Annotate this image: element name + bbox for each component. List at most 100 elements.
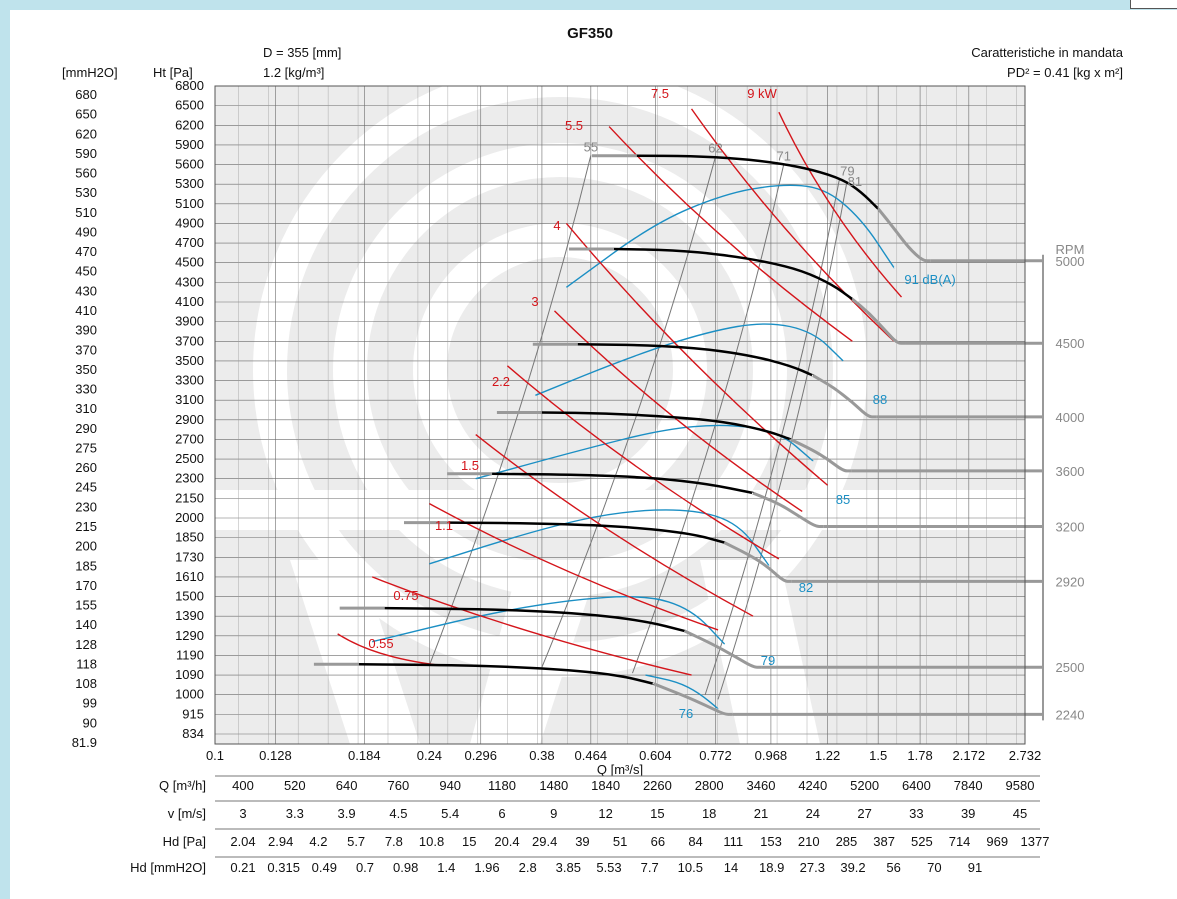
- table-cell: 3.85: [556, 860, 581, 875]
- table-cell: 1480: [539, 778, 568, 793]
- pa-tick-label: 4300: [175, 274, 204, 289]
- table-cell: 39.2: [840, 860, 865, 875]
- table-cell: 24: [806, 806, 820, 821]
- pa-tick-label: 1090: [175, 667, 204, 682]
- table-row-label: Hd [Pa]: [163, 834, 206, 849]
- table-cell: 1.96: [474, 860, 499, 875]
- rpm-curve-2500: [384, 606, 686, 633]
- table-cell: 387: [873, 834, 895, 849]
- table-cell: 2.94: [268, 834, 293, 849]
- rpm-curve-gray-tail: [723, 541, 792, 583]
- power-label: 9 kW: [747, 86, 777, 101]
- power-label: 4: [553, 218, 560, 233]
- frame-left-border: [0, 0, 10, 899]
- noise-curve: [645, 674, 719, 710]
- mm-tick-label: 275: [75, 440, 97, 455]
- pa-tick-label: 3900: [175, 314, 204, 329]
- table-cell: 153: [760, 834, 782, 849]
- table-cell: 66: [651, 834, 665, 849]
- table-row-label: Q [m³/h]: [159, 778, 206, 793]
- plot-border: [214, 85, 1026, 745]
- efficiency-curve: [632, 164, 785, 674]
- table-cell: 10.8: [419, 834, 444, 849]
- table-cell: 27.3: [800, 860, 825, 875]
- rpm-value-label: 4000: [1056, 410, 1085, 425]
- table-cell: 1180: [488, 778, 516, 793]
- pa-tick-label: 6800: [175, 78, 204, 93]
- axis-ticks: 6800 680 6500 650 6200 620 5900 590 5600 560 5300 5…: [72, 78, 1042, 763]
- efficiency-label: 81: [848, 174, 862, 189]
- table-cell: 2.04: [230, 834, 255, 849]
- mm-tick-label: 290: [75, 421, 97, 436]
- mm-tick-label: 118: [76, 656, 97, 671]
- table-cell: 14: [724, 860, 738, 875]
- data-table: Q [m³/h] 400 520 640 760 940 1180 1480 1840 2260 2…: [130, 775, 1049, 875]
- power-curve: [690, 108, 895, 342]
- pa-tick-label: 1000: [175, 687, 204, 702]
- pa-tick-label: 1850: [175, 530, 204, 545]
- pa-tick-label: 2900: [175, 412, 204, 427]
- table-cell: 84: [688, 834, 702, 849]
- pa-tick-label: 1190: [176, 647, 204, 662]
- mm-tick-label: 390: [75, 323, 97, 338]
- rpm-curves: [313, 154, 1044, 721]
- table-row-label: v [m/s]: [168, 806, 206, 821]
- pa-tick-label: 834: [182, 726, 204, 741]
- x-tick-label: 0.604: [639, 748, 672, 763]
- table-cell: 15: [462, 834, 476, 849]
- mm-tick-label: 170: [75, 578, 97, 593]
- pa-tick-label: 1730: [175, 549, 204, 564]
- mm-tick-label: 215: [75, 519, 97, 534]
- table-cell: 969: [986, 834, 1008, 849]
- table-cell: 0.21: [230, 860, 255, 875]
- pa-tick-label: 6200: [175, 117, 204, 132]
- table-cell: 29.4: [532, 834, 557, 849]
- table-cell: 39: [961, 806, 975, 821]
- table-cell: 4.5: [389, 806, 407, 821]
- pa-tick-label: 2000: [175, 510, 204, 525]
- mm-tick-label: 90: [83, 715, 97, 730]
- rpm-value-label: 5000: [1056, 254, 1085, 269]
- rpm-value-label: 3200: [1056, 520, 1085, 535]
- power-label: 3: [531, 294, 538, 309]
- power-curve: [565, 223, 829, 486]
- density-label: 1.2 [kg/m³]: [263, 65, 324, 80]
- table-cell: 6400: [902, 778, 931, 793]
- pa-tick-label: 2700: [175, 431, 204, 446]
- power-curve: [553, 310, 803, 513]
- table-cell: 10.5: [678, 860, 703, 875]
- efficiency-label: 71: [776, 149, 790, 164]
- table-cell: 520: [284, 778, 306, 793]
- table-cell: 940: [439, 778, 461, 793]
- noise-label: 76: [679, 706, 693, 721]
- power-curve: [337, 633, 440, 666]
- x-tick-label: 0.24: [417, 748, 442, 763]
- mm-tick-label: 430: [75, 283, 97, 298]
- table-cell: 2800: [695, 778, 724, 793]
- power-curve: [475, 433, 754, 617]
- watermark-logo: [215, 86, 1025, 744]
- x-axis-label: Q [m³/s]: [597, 762, 643, 777]
- mm-tick-label: 310: [75, 401, 97, 416]
- table-cell: 7840: [954, 778, 983, 793]
- characteristic-label: Caratteristiche in mandata: [971, 45, 1124, 60]
- noise-label: 79: [761, 653, 775, 668]
- table-cell: 18: [702, 806, 716, 821]
- table-cell: 6: [498, 806, 505, 821]
- table-cell: 5.53: [596, 860, 621, 875]
- table-cell: 70: [927, 860, 941, 875]
- table-cell: 400: [232, 778, 254, 793]
- rpm-value-label: 4500: [1056, 336, 1085, 351]
- pa-tick-label: 1290: [175, 628, 204, 643]
- pa-tick-label: 4700: [175, 235, 204, 250]
- table-cell: 3460: [747, 778, 776, 793]
- mm-tick-label: 680: [75, 87, 97, 102]
- mm-tick-label: 650: [75, 107, 97, 122]
- mm-tick-label: 260: [75, 460, 97, 475]
- efficiency-label: 79: [840, 164, 854, 179]
- table-cell: 111: [723, 834, 743, 849]
- table-cell: 210: [798, 834, 820, 849]
- table-cell: 12: [598, 806, 612, 821]
- rpm-curve-gray-tail: [653, 682, 733, 716]
- x-tick-label: 2.732: [1009, 748, 1042, 763]
